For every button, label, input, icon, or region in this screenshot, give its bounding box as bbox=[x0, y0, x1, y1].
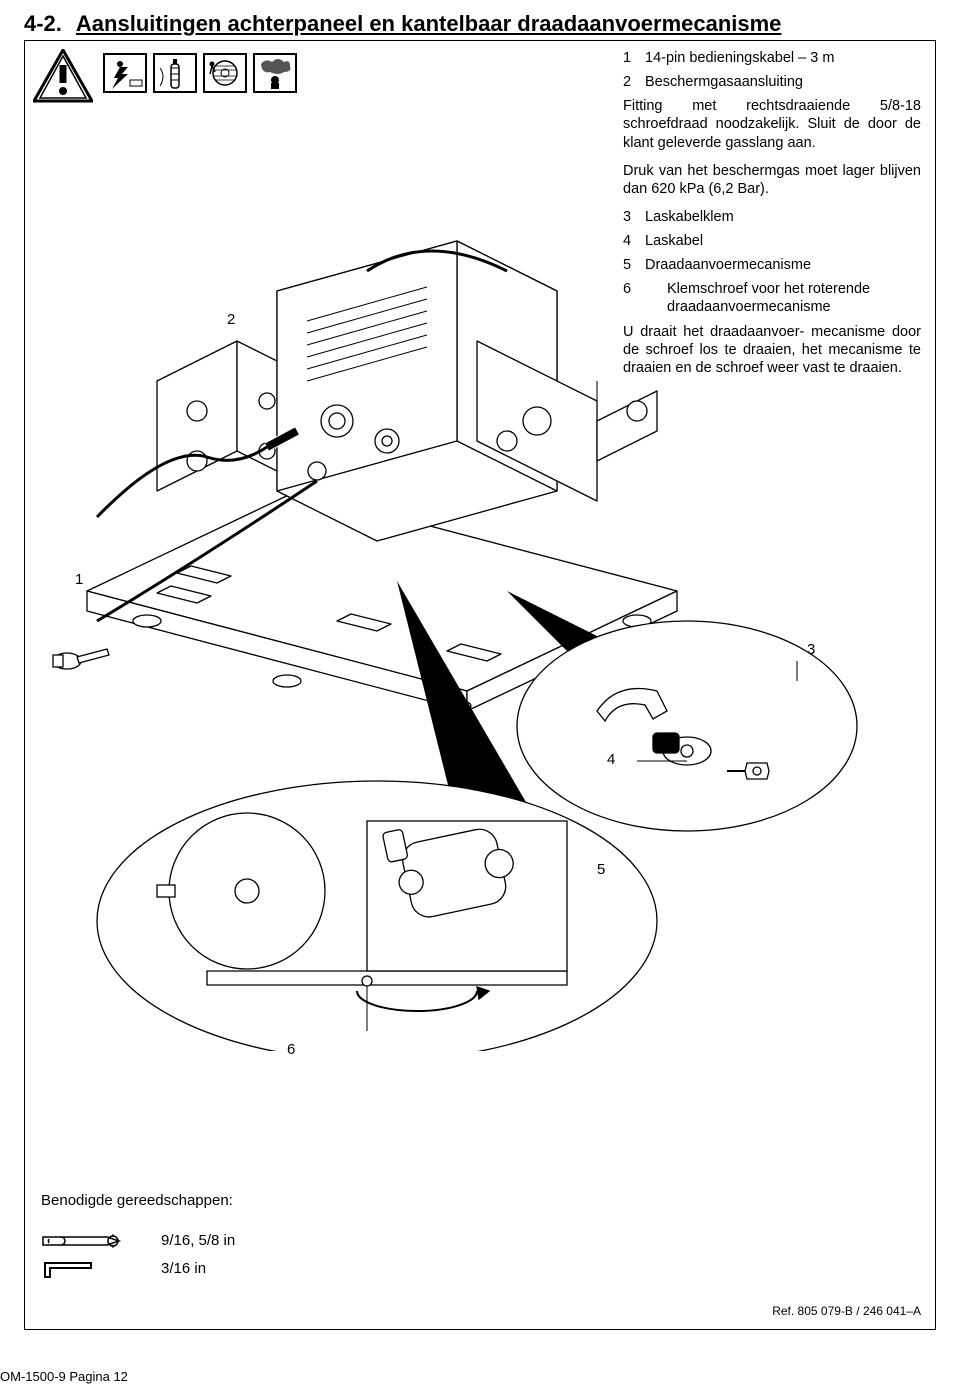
section-number: 4-2. bbox=[24, 11, 62, 36]
tool-allen-row: 3/16 in bbox=[41, 1259, 206, 1279]
callout-3: 3 bbox=[807, 641, 815, 660]
page-number: OM-1500-9 Pagina 12 bbox=[0, 1369, 128, 1385]
legend-number: 2 bbox=[623, 73, 645, 91]
hazard-icon-row bbox=[103, 53, 297, 93]
wrench-size: 9/16, 5/8 in bbox=[161, 1232, 235, 1251]
callout-1: 1 bbox=[75, 571, 83, 590]
gas-cylinder-icon bbox=[153, 53, 197, 93]
callout-6: 6 bbox=[287, 1041, 295, 1060]
callout-2: 2 bbox=[227, 311, 235, 330]
figure-reference: Ref. 805 079-B / 246 041–A bbox=[772, 1304, 921, 1319]
section-title: Aansluitingen achterpaneel en kantelbaar… bbox=[76, 11, 782, 36]
electric-shock-icon bbox=[103, 53, 147, 93]
tools-heading: Benodigde gereedschappen: bbox=[41, 1192, 233, 1211]
allen-key-icon bbox=[41, 1259, 121, 1279]
manual-page: 4-2. Aansluitingen achterpaneel en kantel… bbox=[0, 0, 960, 1389]
content-frame: 1 14-pin bedieningskabel – 3 m 2 Bescher… bbox=[24, 40, 936, 1330]
legend-text: Beschermgasaansluiting bbox=[645, 73, 921, 91]
technical-figure: 1 2 3 4 5 6 bbox=[37, 121, 917, 1051]
fumes-icon bbox=[253, 53, 297, 93]
wrench-icon bbox=[41, 1231, 121, 1251]
callout-5: 5 bbox=[597, 861, 605, 880]
callout-4: 4 bbox=[607, 751, 615, 770]
tool-wrench-row: 9/16, 5/8 in bbox=[41, 1231, 235, 1251]
legend-number: 1 bbox=[623, 49, 645, 67]
wire-spool-icon bbox=[203, 53, 247, 93]
warning-triangle-icon bbox=[33, 49, 93, 104]
section-heading: 4-2. Aansluitingen achterpaneel en kantel… bbox=[24, 10, 781, 38]
legend-text: 14-pin bedieningskabel – 3 m bbox=[645, 49, 921, 67]
allen-size: 3/16 in bbox=[161, 1260, 206, 1279]
legend-item: 2 Beschermgasaansluiting bbox=[623, 73, 921, 91]
legend-item: 1 14-pin bedieningskabel – 3 m bbox=[623, 49, 921, 67]
